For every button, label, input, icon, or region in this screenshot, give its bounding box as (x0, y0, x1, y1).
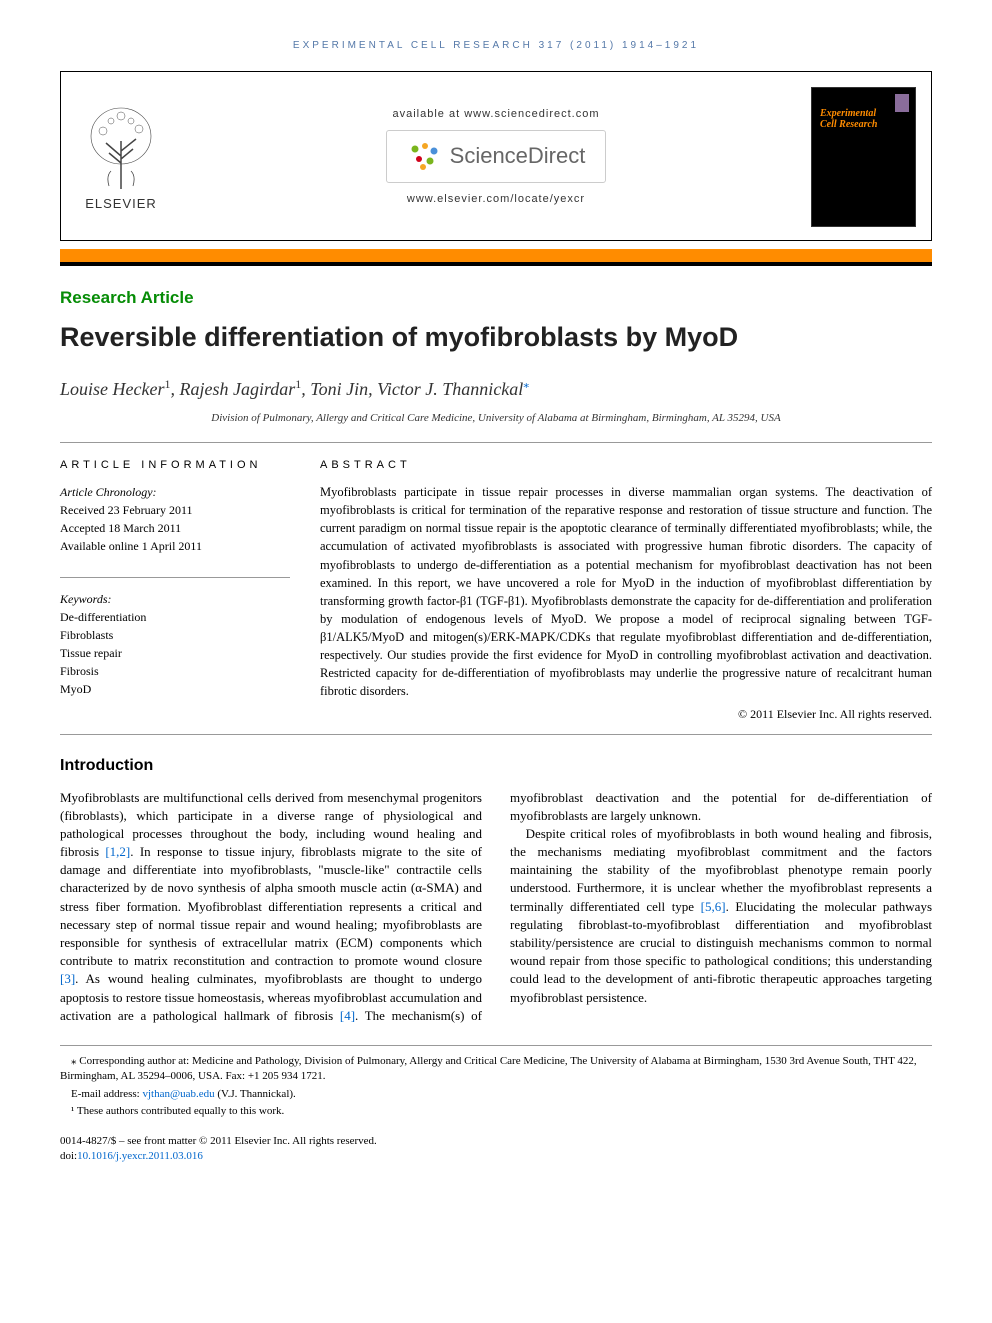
journal-cover: Experimental Cell Research (811, 87, 916, 227)
sciencedirect-text: ScienceDirect (450, 143, 586, 169)
author-4: Victor J. Thannickal (377, 379, 523, 399)
elsevier-logo: ELSEVIER (61, 72, 181, 240)
author-2: Rajesh Jagirdar (179, 379, 295, 399)
email-line: E-mail address: vjthan@uab.edu (V.J. Tha… (60, 1087, 932, 1102)
divider (60, 577, 290, 578)
abstract-copyright: © 2011 Elsevier Inc. All rights reserved… (320, 707, 932, 722)
divider (60, 734, 932, 735)
introduction-heading: Introduction (60, 757, 932, 775)
affiliation: Division of Pulmonary, Allergy and Criti… (60, 412, 932, 424)
received-date: Received 23 February 2011 (60, 501, 290, 519)
journal-header-box: ELSEVIER available at www.sciencedirect.… (60, 71, 932, 241)
keyword: Fibrosis (60, 662, 290, 680)
keyword: Fibroblasts (60, 626, 290, 644)
abstract-heading: ABSTRACT (320, 459, 932, 471)
sciencedirect-icon (407, 139, 442, 174)
article-type: Research Article (60, 288, 932, 308)
keywords-list: De-differentiation Fibroblasts Tissue re… (60, 608, 290, 698)
bottom-info: 0014-4827/$ – see front matter © 2011 El… (60, 1134, 932, 1165)
author-1: Louise Hecker (60, 379, 164, 399)
keyword: De-differentiation (60, 608, 290, 626)
journal-url[interactable]: www.elsevier.com/locate/yexcr (407, 193, 585, 205)
authors-line: Louise Hecker1, Rajesh Jagirdar1, Toni J… (60, 377, 932, 400)
elsevier-tree-icon (81, 101, 161, 191)
ref-link[interactable]: [1,2] (105, 844, 130, 859)
cover-title-line2: Cell Research (820, 119, 878, 130)
author-2-sup: 1 (295, 377, 301, 391)
keyword: MyoD (60, 680, 290, 698)
article-title: Reversible differentiation of myofibrobl… (60, 322, 932, 353)
corr-star-icon[interactable]: ⁎ (523, 377, 529, 391)
online-date: Available online 1 April 2011 (60, 537, 290, 555)
introduction-body: Myofibroblasts are multifunctional cells… (60, 789, 932, 1025)
intro-para-2: Despite critical roles of myofibroblasts… (510, 825, 932, 1007)
corresponding-author-note: ⁎ Corresponding author at: Medicine and … (60, 1054, 932, 1085)
footnotes: ⁎ Corresponding author at: Medicine and … (60, 1045, 932, 1120)
abstract-text: Myofibroblasts participate in tissue rep… (320, 483, 932, 701)
cover-title-line1: Experimental (820, 108, 876, 119)
accepted-date: Accepted 18 March 2011 (60, 519, 290, 537)
keyword: Tissue repair (60, 644, 290, 662)
elsevier-label: ELSEVIER (85, 196, 157, 211)
doi-line: doi:10.1016/j.yexcr.2011.03.016 (60, 1149, 932, 1164)
doi-link[interactable]: 10.1016/j.yexcr.2011.03.016 (77, 1150, 203, 1162)
keywords-label: Keywords: (60, 590, 290, 608)
ref-link[interactable]: [5,6] (701, 899, 726, 914)
chronology-label: Article Chronology: (60, 483, 290, 501)
black-divider (60, 262, 932, 266)
author-3: Toni Jin (310, 379, 368, 399)
equal-contribution-note: ¹ These authors contributed equally to t… (60, 1104, 932, 1119)
author-1-sup: 1 (164, 377, 170, 391)
ref-link[interactable]: [3] (60, 971, 75, 986)
running-head: EXPERIMENTAL CELL RESEARCH 317 (2011) 19… (60, 40, 932, 51)
available-at-text: available at www.sciencedirect.com (392, 108, 599, 120)
ref-link[interactable]: [4] (340, 1008, 355, 1023)
article-info-heading: ARTICLE INFORMATION (60, 459, 290, 471)
email-link[interactable]: vjthan@uab.edu (142, 1088, 214, 1100)
orange-divider (60, 249, 932, 263)
sciencedirect-logo[interactable]: ScienceDirect (386, 130, 607, 183)
issn-line: 0014-4827/$ – see front matter © 2011 El… (60, 1134, 932, 1149)
